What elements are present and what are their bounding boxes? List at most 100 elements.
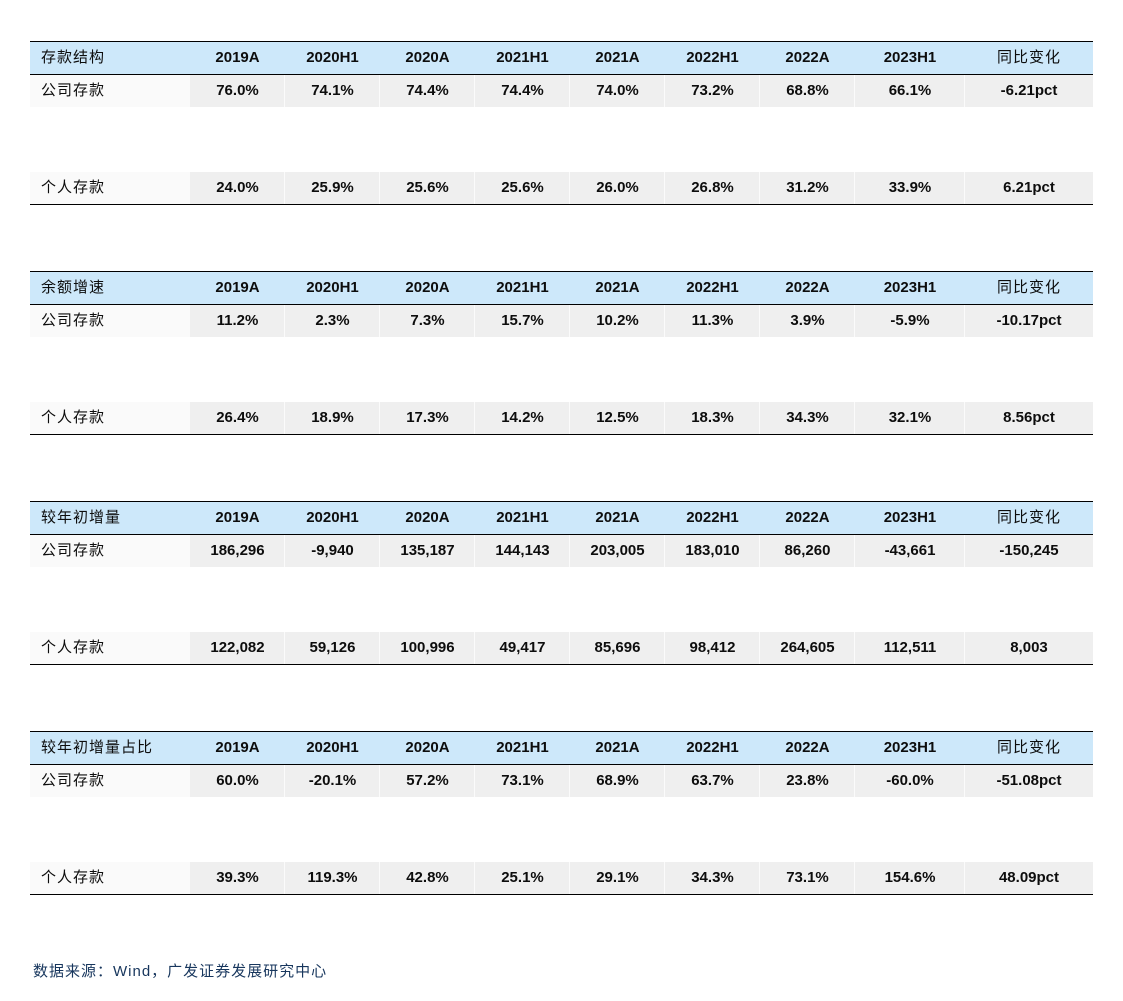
- value-cell: 17.3%: [380, 402, 475, 434]
- row-label: 个人存款: [30, 862, 190, 894]
- value-cell: 48.09pct: [965, 862, 1093, 894]
- value-cell: -60.0%: [855, 765, 965, 797]
- value-cell: 85,696: [570, 632, 665, 664]
- value-cell: 34.3%: [760, 402, 855, 434]
- row-gap: [30, 797, 1093, 862]
- value-cell: 31.2%: [760, 172, 855, 204]
- table-title: 较年初增量占比: [41, 739, 154, 756]
- row-gap: [30, 337, 1093, 402]
- value-cell: 203,005: [570, 535, 665, 567]
- value-cell: 15.7%: [475, 305, 570, 337]
- value-cell: -43,661: [855, 535, 965, 567]
- table-row: 个人存款 26.4% 18.9% 17.3% 14.2% 12.5% 18.3% 34.3% 3…: [30, 402, 1093, 434]
- column-header: 2019A: [215, 279, 260, 296]
- value-cell: 68.9%: [570, 765, 665, 797]
- row-gap: [30, 107, 1093, 172]
- value-cell: -10.17pct: [965, 305, 1093, 337]
- value-cell: 7.3%: [380, 305, 475, 337]
- value-cell: 14.2%: [475, 402, 570, 434]
- value-cell: 49,417: [475, 632, 570, 664]
- row-gap: [30, 567, 1093, 632]
- column-header: 2022H1: [686, 49, 739, 66]
- value-cell: 18.9%: [285, 402, 380, 434]
- column-header: 2020A: [405, 739, 450, 756]
- table-row: 个人存款 24.0% 25.9% 25.6% 25.6% 26.0% 26.8% 31.2% 3…: [30, 172, 1093, 204]
- row-label: 公司存款: [30, 305, 190, 337]
- data-table-3: 较年初增量 2019A 2020H1 2020A 2021H1 2021A 2022H1 20…: [30, 501, 1093, 665]
- value-cell: -51.08pct: [965, 765, 1093, 797]
- value-cell: 112,511: [855, 632, 965, 664]
- value-cell: 8.56pct: [965, 402, 1093, 434]
- column-header: 2022A: [785, 49, 830, 66]
- value-cell: 154.6%: [855, 862, 965, 894]
- column-header: 同比变化: [996, 49, 1061, 66]
- value-cell: 12.5%: [570, 402, 665, 434]
- value-cell: -5.9%: [855, 305, 965, 337]
- value-cell: 86,260: [760, 535, 855, 567]
- value-cell: 25.6%: [475, 172, 570, 204]
- table-row: 个人存款 122,082 59,126 100,996 49,417 85,696 98,4…: [30, 632, 1093, 664]
- column-header: 2023H1: [883, 509, 937, 526]
- value-cell: 25.9%: [285, 172, 380, 204]
- value-cell: 264,605: [760, 632, 855, 664]
- value-cell: 73.1%: [760, 862, 855, 894]
- value-cell: 74.1%: [285, 75, 380, 107]
- value-cell: 39.3%: [190, 862, 285, 894]
- table-row: 公司存款 186,296 -9,940 135,187 144,143 203,005 18…: [30, 535, 1093, 567]
- column-header: 2020A: [405, 49, 450, 66]
- value-cell: 26.0%: [570, 172, 665, 204]
- column-header: 2021H1: [496, 279, 549, 296]
- column-header: 2021H1: [496, 49, 549, 66]
- row-label: 个人存款: [30, 632, 190, 664]
- row-label: 个人存款: [30, 402, 190, 434]
- value-cell: 29.1%: [570, 862, 665, 894]
- value-cell: 135,187: [380, 535, 475, 567]
- row-label: 公司存款: [30, 535, 190, 567]
- column-header: 2020A: [405, 509, 450, 526]
- column-header: 2022H1: [686, 279, 739, 296]
- table-title: 存款结构: [41, 49, 106, 66]
- value-cell: 74.4%: [380, 75, 475, 107]
- column-header: 2021H1: [496, 739, 549, 756]
- value-cell: 26.8%: [665, 172, 760, 204]
- value-cell: 8,003: [965, 632, 1093, 664]
- value-cell: 183,010: [665, 535, 760, 567]
- column-header: 2019A: [215, 49, 260, 66]
- column-header: 2020A: [405, 279, 450, 296]
- value-cell: 98,412: [665, 632, 760, 664]
- column-header: 2022A: [785, 739, 830, 756]
- column-header: 2022H1: [686, 739, 739, 756]
- value-cell: 122,082: [190, 632, 285, 664]
- value-cell: 74.4%: [475, 75, 570, 107]
- column-header: 2019A: [215, 739, 260, 756]
- value-cell: 100,996: [380, 632, 475, 664]
- value-cell: 73.2%: [665, 75, 760, 107]
- table-header-row: 余额增速 2019A 2020H1 2020A 2021H1 2021A 2022H1 202…: [30, 272, 1093, 305]
- value-cell: 57.2%: [380, 765, 475, 797]
- value-cell: -9,940: [285, 535, 380, 567]
- value-cell: 186,296: [190, 535, 285, 567]
- column-header: 2020H1: [306, 739, 359, 756]
- column-header: 2023H1: [883, 739, 937, 756]
- column-header: 2021A: [595, 509, 640, 526]
- value-cell: 60.0%: [190, 765, 285, 797]
- table-row: 公司存款 60.0% -20.1% 57.2% 73.1% 68.9% 63.7% 23.8%…: [30, 765, 1093, 797]
- column-header: 2020H1: [306, 279, 359, 296]
- column-header: 2021H1: [496, 509, 549, 526]
- value-cell: 144,143: [475, 535, 570, 567]
- value-cell: 73.1%: [475, 765, 570, 797]
- value-cell: -150,245: [965, 535, 1093, 567]
- value-cell: 74.0%: [570, 75, 665, 107]
- column-header: 2021A: [595, 279, 640, 296]
- column-header: 2019A: [215, 509, 260, 526]
- value-cell: 23.8%: [760, 765, 855, 797]
- value-cell: 11.3%: [665, 305, 760, 337]
- column-header: 2022A: [785, 279, 830, 296]
- table-row: 公司存款 76.0% 74.1% 74.4% 74.4% 74.0% 73.2% 68.8% 6…: [30, 75, 1093, 107]
- value-cell: 2.3%: [285, 305, 380, 337]
- table-title: 余额增速: [41, 279, 106, 296]
- table-header-row: 较年初增量 2019A 2020H1 2020A 2021H1 2021A 2022H1 20…: [30, 502, 1093, 535]
- value-cell: 32.1%: [855, 402, 965, 434]
- column-header: 2022A: [785, 509, 830, 526]
- table-header-row: 较年初增量占比 2019A 2020H1 2020A 2021H1 2021A 2022H1…: [30, 732, 1093, 765]
